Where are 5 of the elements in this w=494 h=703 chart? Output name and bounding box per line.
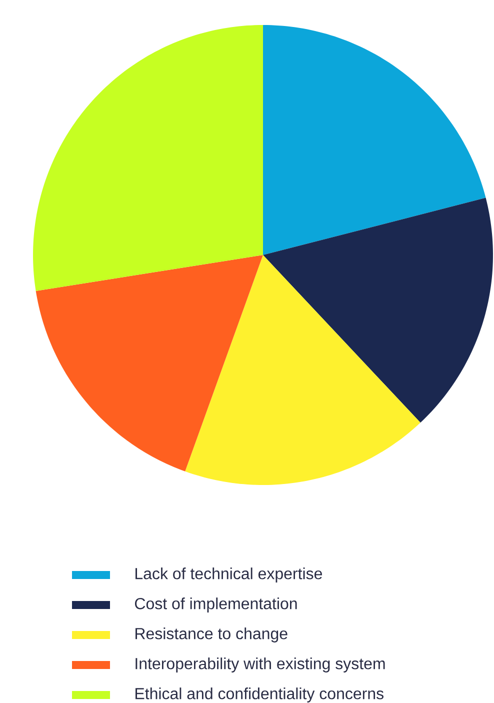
legend-label: Resistance to change [136, 628, 288, 642]
legend-label: Interoperability with existing system [136, 658, 385, 672]
legend-label: Ethical and confidentiality concerns [136, 688, 384, 702]
legend-label: Cost of implementation [135, 598, 297, 612]
legend-label: Lack of technical expertise [136, 568, 322, 582]
